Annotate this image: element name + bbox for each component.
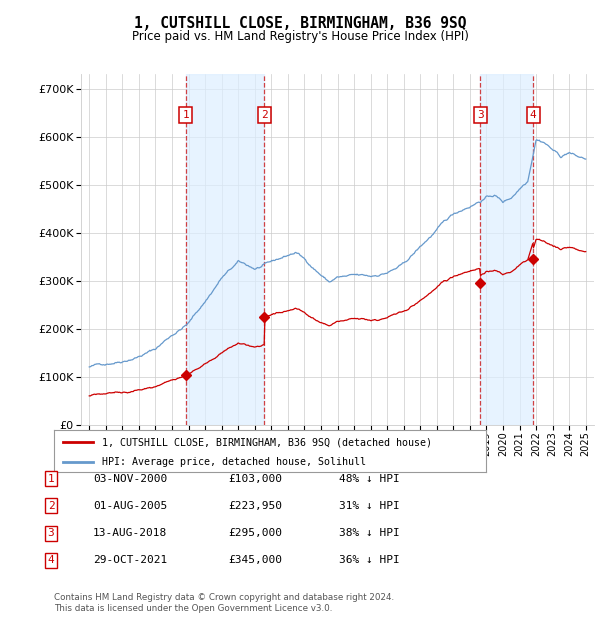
Text: £295,000: £295,000 <box>228 528 282 538</box>
Text: 4: 4 <box>530 110 536 120</box>
Text: 1: 1 <box>47 474 55 484</box>
Text: 3: 3 <box>47 528 55 538</box>
Text: 38% ↓ HPI: 38% ↓ HPI <box>339 528 400 538</box>
Text: HPI: Average price, detached house, Solihull: HPI: Average price, detached house, Soli… <box>101 457 365 467</box>
Text: 2: 2 <box>261 110 268 120</box>
Text: 01-AUG-2005: 01-AUG-2005 <box>93 501 167 511</box>
Text: £345,000: £345,000 <box>228 556 282 565</box>
Text: 1, CUTSHILL CLOSE, BIRMINGHAM, B36 9SQ (detached house): 1, CUTSHILL CLOSE, BIRMINGHAM, B36 9SQ (… <box>101 437 431 447</box>
Text: 48% ↓ HPI: 48% ↓ HPI <box>339 474 400 484</box>
Text: £223,950: £223,950 <box>228 501 282 511</box>
Bar <box>480 74 533 425</box>
Text: 13-AUG-2018: 13-AUG-2018 <box>93 528 167 538</box>
Text: £103,000: £103,000 <box>228 474 282 484</box>
Bar <box>186 74 265 425</box>
Text: Contains HM Land Registry data © Crown copyright and database right 2024.
This d: Contains HM Land Registry data © Crown c… <box>54 593 394 613</box>
Text: 36% ↓ HPI: 36% ↓ HPI <box>339 556 400 565</box>
Text: 29-OCT-2021: 29-OCT-2021 <box>93 556 167 565</box>
Text: 3: 3 <box>477 110 484 120</box>
Text: 03-NOV-2000: 03-NOV-2000 <box>93 474 167 484</box>
Text: 31% ↓ HPI: 31% ↓ HPI <box>339 501 400 511</box>
Text: Price paid vs. HM Land Registry's House Price Index (HPI): Price paid vs. HM Land Registry's House … <box>131 30 469 43</box>
Text: 1: 1 <box>182 110 189 120</box>
Text: 2: 2 <box>47 501 55 511</box>
Text: 1, CUTSHILL CLOSE, BIRMINGHAM, B36 9SQ: 1, CUTSHILL CLOSE, BIRMINGHAM, B36 9SQ <box>134 16 466 31</box>
Text: 4: 4 <box>47 556 55 565</box>
